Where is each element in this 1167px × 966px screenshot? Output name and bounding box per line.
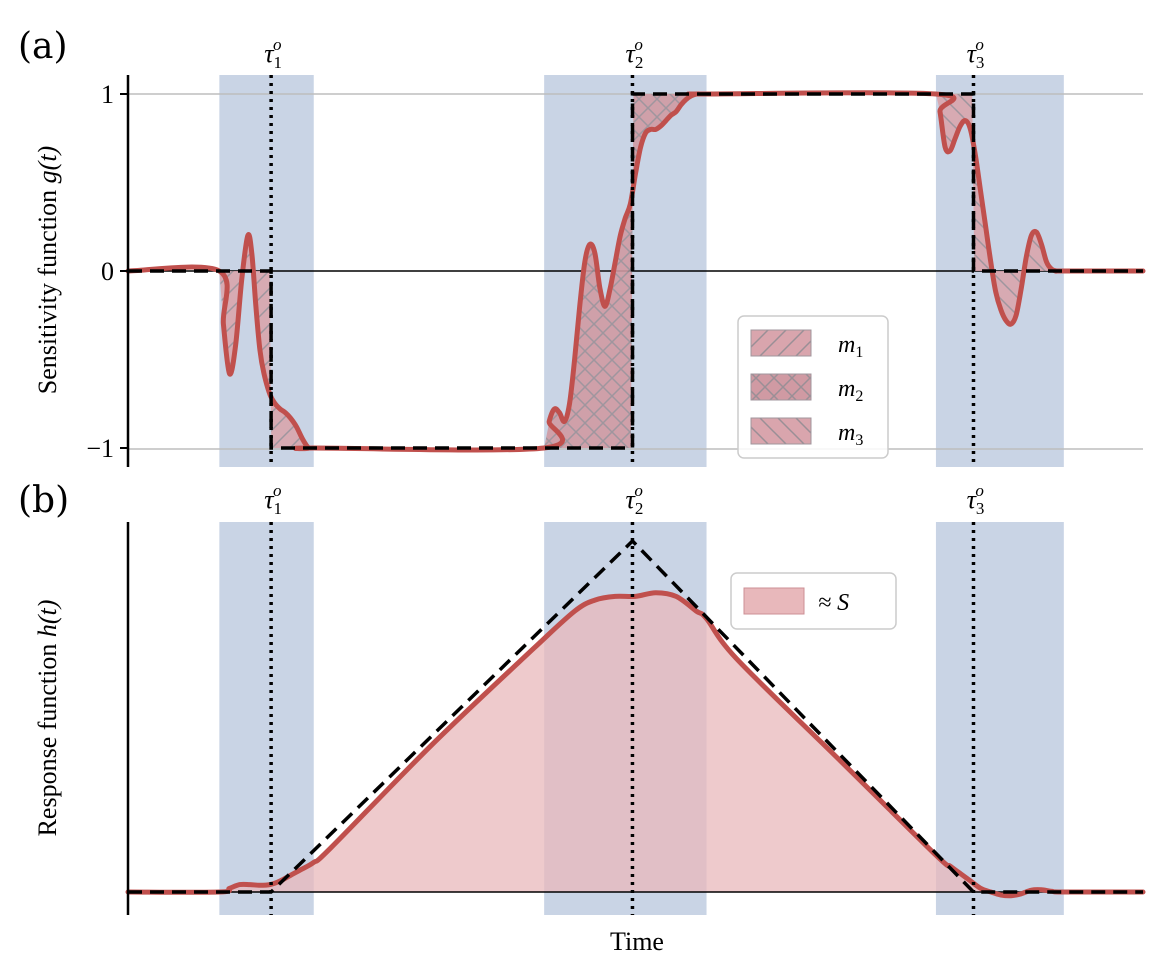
panel-b-tau-label-2: τ2o [626,481,644,518]
panel-a-ytick-label-1: 0 [101,257,114,286]
panel-b-tau-markers: τ1o τ2o τ3o [264,481,984,915]
panel-a-y-label-text: Sensitivity function [33,183,62,394]
panel-a-tau-label-2: τ2o [626,35,644,72]
panel-b-shaded-span-1 [219,522,314,915]
hatched-region-m1 [219,236,314,448]
panel-b-y-axis-label: Response function h(t) [33,600,62,837]
panel-a-tau-markers: τ1o τ2o τ3o [264,35,984,467]
panel-b-shaded-span-3 [935,522,1064,915]
panel-b-area-fill [128,592,1143,896]
panel-a-hatched-regions [219,94,1064,448]
panel-a-red-curve [125,90,1146,453]
panel-a: τ1o τ2o τ3o 1 0 −1 (a) Sensitivity function … [18,26,1146,467]
legend-swatch-m3 [750,417,812,445]
panel-b: τ1o τ2o τ3o (b) Response function h(t) Tim… [18,480,1146,956]
panel-b-label: (b) [18,480,69,521]
legend-entry-m2: m2 [750,373,863,405]
legend-label-m3: m3 [838,420,863,449]
panel-a-ytick-label-2: −1 [86,434,114,463]
hatched-region-m3 [935,94,1064,324]
panel-a-ytick-label-0: 1 [101,80,114,109]
panel-b-area [128,592,1143,896]
legend-label-m2: m2 [838,376,863,405]
panel-a-y-axis-label: Sensitivity function g(t) [33,146,62,394]
panel-b-legend: ≈ S [730,572,897,630]
legend-label-S: ≈ S [818,590,849,616]
panel-b-y-label-text: Response function [33,637,62,836]
panel-a-tau-label-1: τ1o [264,35,282,72]
panel-a-y-label-math: g(t) [33,146,62,184]
panel-a-ideal-step-dashed [128,92,1143,450]
legend-label-m1: m1 [838,332,863,361]
panel-b-tau-label-3: τ3o [967,481,985,518]
panel-a-legend: m1 m2 m3 [737,315,889,459]
panel-a-tau-label-3: τ3o [967,35,985,72]
panel-b-legend-box [730,572,897,630]
legend-swatch-S [743,587,805,615]
panel-b-tau-label-1: τ1o [264,481,282,518]
legend-entry-m1: m1 [750,329,863,361]
panel-a-axes: 1 0 −1 [86,75,130,467]
panel-a-label: (a) [18,26,68,67]
panel-a-series [125,90,1146,453]
panel-b-y-label-math: h(t) [33,600,62,638]
hatched-region-m2 [544,94,707,448]
panel-b-x-axis-label: Time [610,927,664,956]
legend-swatch-m2 [750,373,812,401]
legend-entry-m3: m3 [750,417,863,449]
legend-swatch-m1 [750,329,812,357]
